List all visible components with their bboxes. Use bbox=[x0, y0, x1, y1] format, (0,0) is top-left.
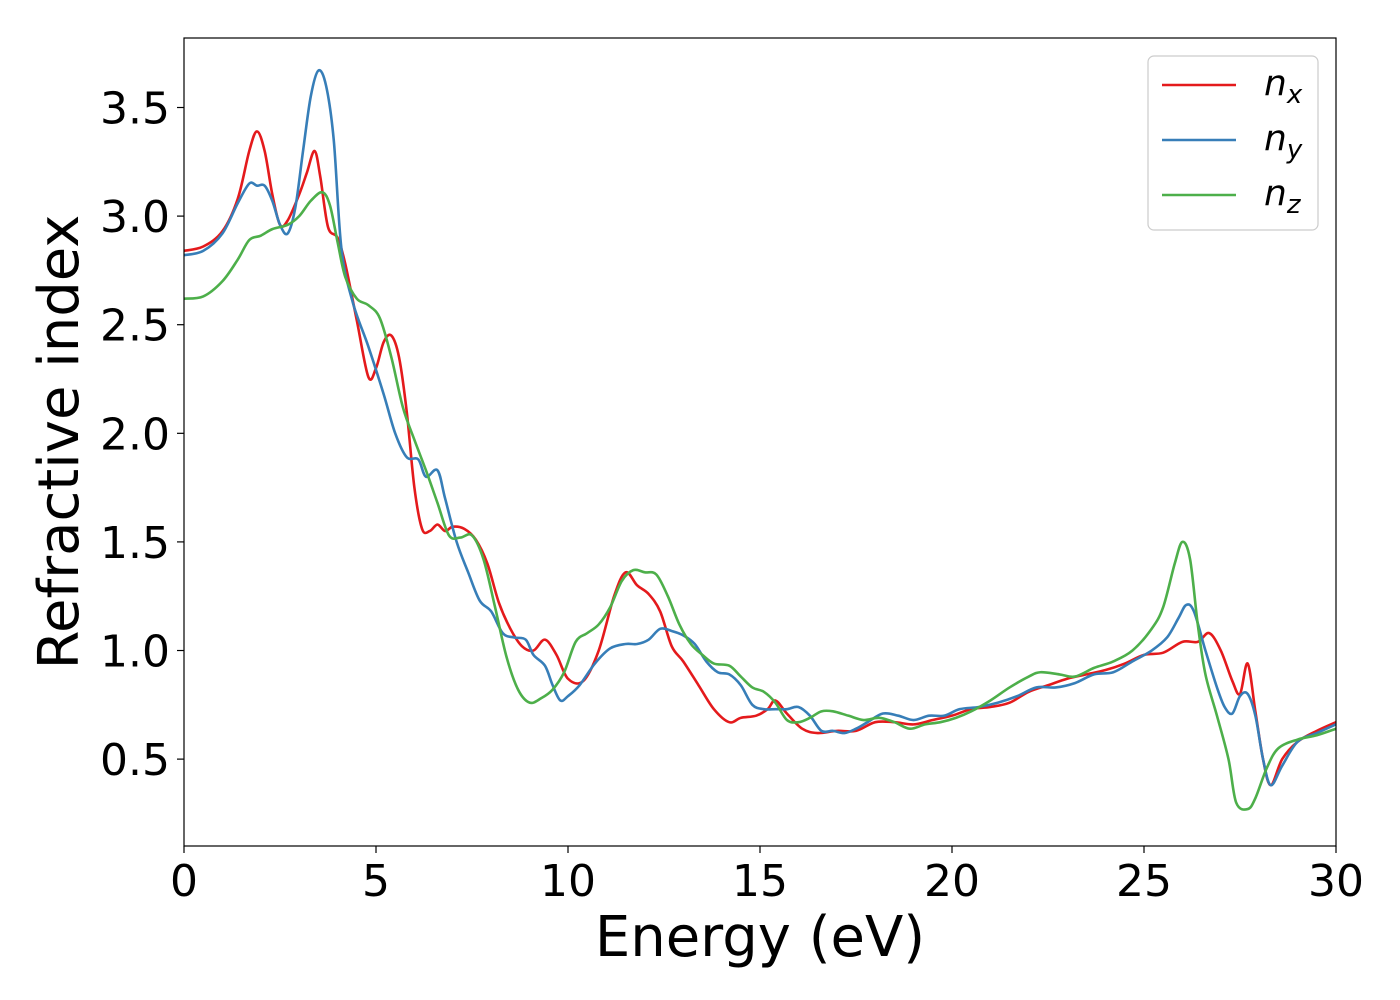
legend-label-nx: nx bbox=[1264, 63, 1303, 110]
y-axis-ticks: 0.5 1.0 1.5 2.0 2.5 3.0 3.5 bbox=[100, 84, 184, 786]
x-axis-title: Energy (eV) bbox=[595, 905, 925, 970]
legend-label-ny: ny bbox=[1264, 118, 1303, 165]
series-line-ny bbox=[184, 68, 1336, 787]
y-tick-label: 2.0 bbox=[100, 409, 170, 460]
x-tick-label: 30 bbox=[1308, 856, 1364, 907]
y-tick-label: 3.5 bbox=[100, 84, 170, 135]
series-layer bbox=[184, 68, 1336, 811]
y-tick-label: 1.5 bbox=[100, 518, 170, 569]
x-tick-label: 0 bbox=[170, 856, 198, 907]
x-tick-label: 25 bbox=[1116, 856, 1172, 907]
legend: nx ny nz bbox=[1147, 55, 1319, 231]
x-axis-ticks: 0 5 10 15 20 25 30 bbox=[170, 846, 1364, 907]
x-tick-label: 20 bbox=[924, 856, 980, 907]
y-tick-label: 3.0 bbox=[100, 192, 170, 243]
legend-box bbox=[1147, 55, 1319, 231]
x-tick-label: 10 bbox=[540, 856, 596, 907]
y-tick-label: 2.5 bbox=[100, 301, 170, 352]
series-line-nz bbox=[184, 190, 1336, 811]
y-tick-label: 1.0 bbox=[100, 627, 170, 678]
x-tick-label: 15 bbox=[732, 856, 788, 907]
legend-label-nz: nz bbox=[1264, 173, 1302, 220]
y-tick-label: 0.5 bbox=[100, 735, 170, 786]
y-axis-title: Refractive index bbox=[27, 215, 92, 670]
x-tick-label: 5 bbox=[362, 856, 390, 907]
